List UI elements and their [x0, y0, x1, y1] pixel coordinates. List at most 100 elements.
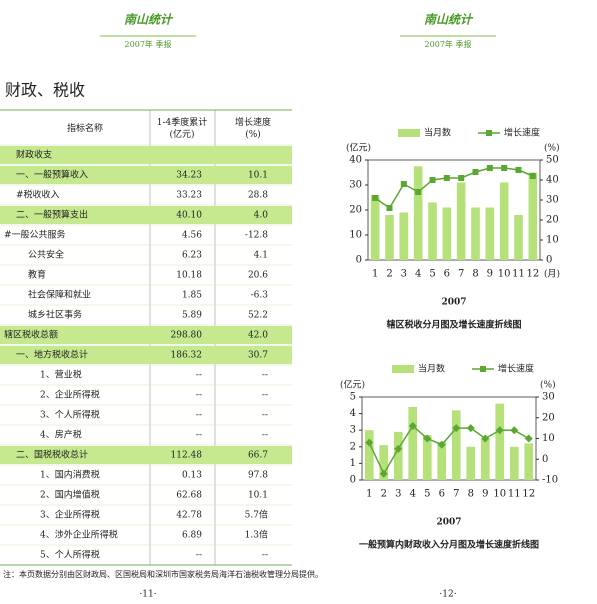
y-axis-label: (亿元)	[340, 379, 365, 391]
y2-tick-label: -10	[542, 475, 558, 486]
x-tick-label: 11	[512, 269, 525, 280]
cell: --	[262, 551, 268, 561]
cell: 10.1	[248, 171, 268, 181]
cell: 34.23	[176, 171, 202, 181]
bar	[399, 212, 409, 260]
cell: 28.8	[248, 191, 268, 201]
cell: 20.6	[248, 271, 268, 281]
row-label: 4、涉外企业所得税	[40, 529, 118, 541]
x-tick-label: 2	[386, 269, 392, 280]
line-marker	[481, 434, 490, 443]
row-label: 3、企业所得税	[40, 509, 100, 521]
legend-label: 增长速度	[504, 127, 540, 139]
x-tick-label: 12	[526, 269, 539, 280]
y-axis-label: (亿元)	[346, 142, 371, 154]
bar	[385, 215, 394, 260]
x-tick-label: 3	[401, 269, 407, 280]
cell: 5.7倍	[245, 509, 268, 521]
y2-tick-label: 20	[542, 412, 555, 423]
y2-axis-label: (%)	[540, 380, 556, 391]
cell: --	[262, 431, 268, 441]
y2-tick-label: 0	[546, 255, 552, 266]
bar	[485, 207, 495, 260]
row-label: 辖区税收总额	[4, 329, 58, 341]
bar	[370, 195, 380, 260]
y2-tick-label: 10	[542, 433, 555, 444]
cell: 298.80	[171, 331, 203, 341]
x-tick-label: 12	[522, 489, 535, 500]
cell: 40.10	[176, 211, 202, 221]
line-marker	[365, 438, 374, 447]
bar	[393, 431, 403, 480]
column-header: 1-4季度累计(亿元)	[157, 116, 208, 140]
bar	[509, 446, 519, 480]
cell: 1.85	[182, 291, 202, 301]
line-marker	[472, 169, 479, 175]
x-tick-label: 10	[498, 269, 511, 280]
line-marker	[372, 195, 379, 201]
cell: --	[262, 391, 268, 401]
legend-label: 当月数	[418, 363, 445, 375]
row-label: 一、地方税收总计	[16, 349, 88, 361]
legend-label: 增长速度	[498, 363, 534, 375]
cell: --	[262, 411, 268, 421]
line-marker	[452, 424, 461, 433]
cell: 4.0	[254, 211, 269, 221]
row-label: 4、房产税	[40, 429, 82, 441]
bar	[499, 182, 509, 260]
row-label: 教育	[28, 269, 46, 281]
row-label: 2、国内增值税	[40, 489, 100, 501]
row-label: #一般公共服务	[4, 229, 66, 241]
line-marker	[524, 434, 533, 443]
bar	[437, 441, 447, 480]
line-marker	[466, 424, 475, 433]
footnote: 注：本页数据分别由区财政局、区国税局和深圳市国家税务局海洋石油税收管理分局提供。	[3, 569, 323, 579]
y-tick-label: 20	[349, 205, 362, 216]
x-title: 2007	[436, 518, 461, 528]
row-highlight	[0, 146, 292, 164]
bar	[466, 446, 476, 480]
x-title: 2007	[441, 298, 466, 308]
column-header: 指标名称	[67, 122, 103, 134]
line-marker	[386, 205, 393, 211]
y-tick-label: 5	[350, 392, 356, 403]
bar	[408, 406, 418, 480]
x-tick-label: 4	[410, 489, 416, 500]
line-marker	[495, 426, 504, 435]
bar	[422, 435, 432, 480]
cell: --	[196, 391, 202, 401]
bar	[524, 443, 534, 480]
x-tick-label: 4	[415, 269, 421, 280]
bar	[495, 403, 505, 480]
bar	[514, 215, 523, 260]
row-highlight	[0, 206, 292, 224]
legend-marker	[480, 366, 486, 372]
x-tick-label: 10	[493, 489, 506, 500]
bar	[471, 207, 480, 260]
y-tick-label: 40	[349, 155, 362, 166]
bar	[456, 182, 466, 260]
x-tick-label: 2	[381, 489, 387, 500]
cell: 66.7	[248, 451, 268, 461]
row-label: 社会保障和就业	[28, 289, 91, 301]
x-tick-label: 6	[444, 269, 450, 280]
cell: 186.32	[171, 351, 203, 361]
x-tick-label: 9	[487, 269, 493, 280]
x-tick-label: 5	[429, 269, 435, 280]
row-highlight	[0, 446, 292, 464]
y2-tick-label: 50	[546, 155, 559, 166]
cell: 5.89	[182, 311, 202, 321]
row-label: #税收收入	[16, 189, 60, 201]
y2-tick-label: 30	[546, 195, 559, 206]
cell: --	[196, 551, 202, 561]
row-label: 1、国内消费税	[40, 469, 100, 481]
row-label: 财政收支	[16, 149, 52, 161]
x-tick-label: 7	[453, 489, 459, 500]
row-label: 2、企业所得税	[40, 389, 100, 401]
row-label: 公共安全	[28, 249, 64, 261]
y2-axis-label: (%)	[544, 143, 560, 154]
row-label: 一、一般预算收入	[16, 169, 88, 181]
subtitle: 2007年 季报	[425, 39, 472, 49]
line-marker	[400, 181, 407, 187]
cell: 10.1	[248, 491, 268, 501]
